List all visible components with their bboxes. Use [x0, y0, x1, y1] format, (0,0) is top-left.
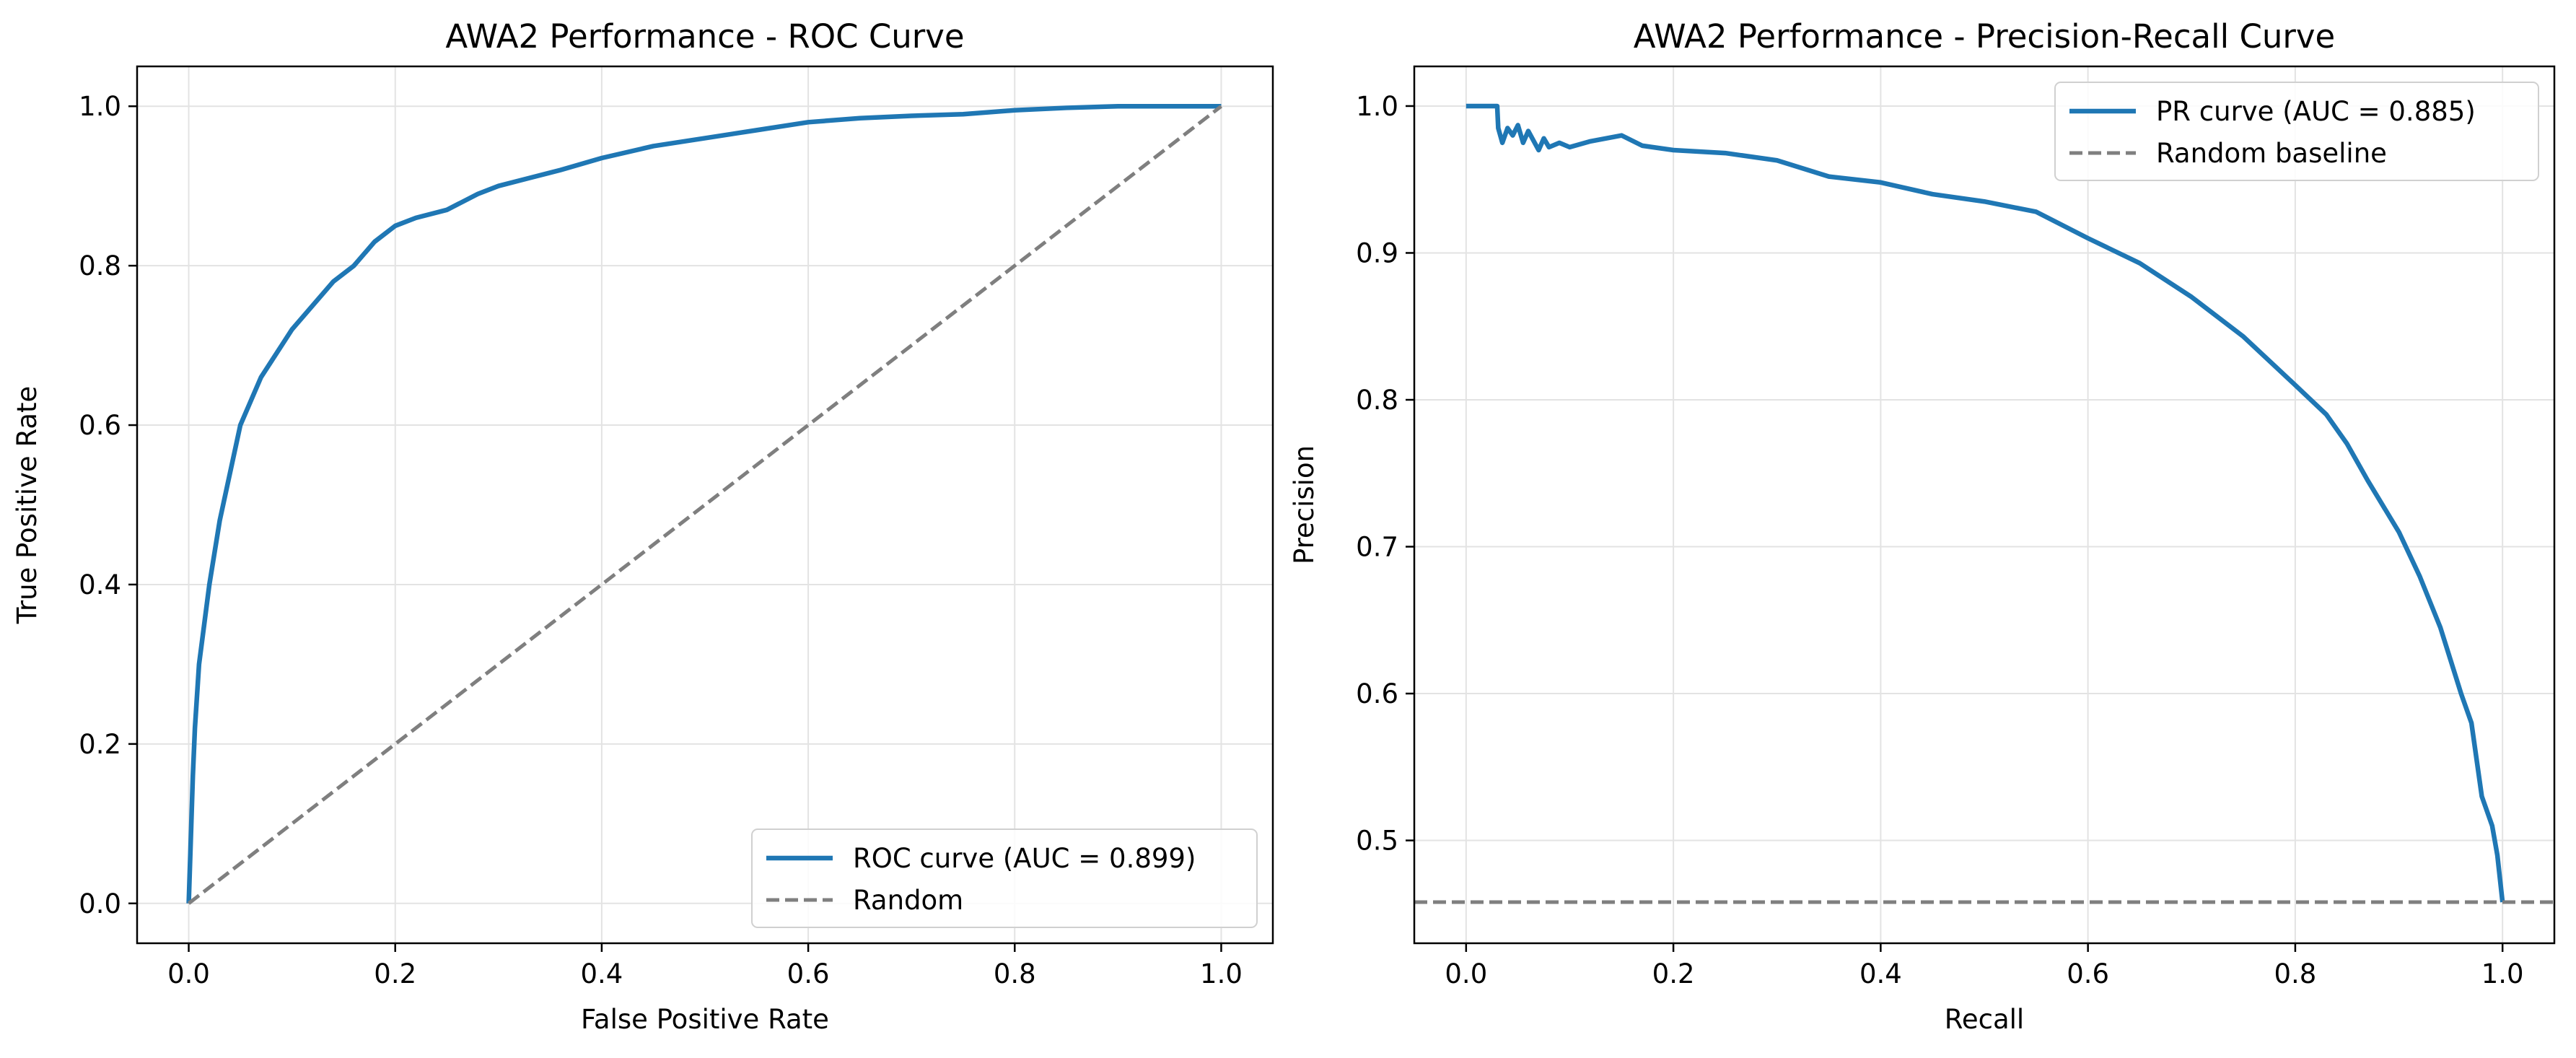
legend-label: ROC curve (AUC = 0.899): [853, 843, 1196, 874]
y-tick-label: 0.0: [79, 888, 121, 919]
y-tick-label: 0.6: [1356, 678, 1398, 709]
y-axis-label: True Positive Rate: [12, 386, 43, 625]
x-tick-label: 1.0: [2481, 958, 2524, 989]
roc-chart: 0.0 0.2 0.4 0.6 0.8 1.0 0.0 0.2 0.4 0.6 0.8 1.0 AWA2…: [12, 17, 1274, 1035]
x-axis-label: Recall: [1945, 1004, 2024, 1035]
y-tick-label: 0.6: [79, 410, 121, 441]
x-tick-label: 0.4: [1859, 958, 1902, 989]
y-tick-label: 0.8: [1356, 385, 1398, 416]
y-axis-label: Precision: [1289, 445, 1320, 564]
y-tick-label: 1.0: [79, 91, 121, 122]
legend-label: Random baseline: [2156, 138, 2387, 169]
series-line-0: [1466, 103, 2505, 903]
y-tick-label: 0.9: [1356, 237, 1398, 268]
y-tick-label: 0.7: [1356, 532, 1398, 563]
x-tick-label: 0.0: [167, 958, 210, 989]
pr-chart: 0.0 0.2 0.4 0.6 0.8 1.0 0.5 0.6 0.7 0.8 0.9 1.0 AWA2…: [1289, 17, 2556, 1035]
legend-box: [2054, 82, 2539, 181]
axes-frame: [136, 65, 1274, 945]
y-tick-label: 0.2: [79, 729, 121, 760]
x-tick-label: 0.6: [787, 958, 830, 989]
x-tick-label: 0.2: [374, 958, 416, 989]
x-tick-label: 0.4: [580, 958, 623, 989]
chart-title: AWA2 Performance - Precision-Recall Curv…: [1634, 17, 2335, 56]
legend-label: Random: [853, 885, 963, 916]
y-tick-label: 0.5: [1356, 826, 1398, 857]
x-tick-label: 0.8: [994, 958, 1036, 989]
x-axis-label: False Positive Rate: [581, 1004, 829, 1035]
x-tick-label: 0.8: [2274, 958, 2316, 989]
series-line-0: [186, 103, 1222, 904]
legend: PR curve (AUC = 0.885) Random baseline: [2054, 82, 2539, 181]
series-line-1: [188, 105, 1222, 905]
x-tick-label: 1.0: [1200, 958, 1243, 989]
chart-title: AWA2 Performance - ROC Curve: [445, 17, 964, 56]
y-tick-label: 0.8: [79, 250, 121, 281]
y-tick-label: 1.0: [1356, 91, 1398, 122]
legend: ROC curve (AUC = 0.899) Random: [751, 829, 1258, 928]
axes-frame: [1413, 65, 2556, 945]
x-tick-label: 0.2: [1652, 958, 1695, 989]
legend-box: [751, 829, 1258, 928]
y-tick-label: 0.4: [79, 569, 121, 600]
x-tick-label: 0.0: [1445, 958, 1487, 989]
x-tick-label: 0.6: [2067, 958, 2109, 989]
legend-label: PR curve (AUC = 0.885): [2156, 96, 2476, 127]
